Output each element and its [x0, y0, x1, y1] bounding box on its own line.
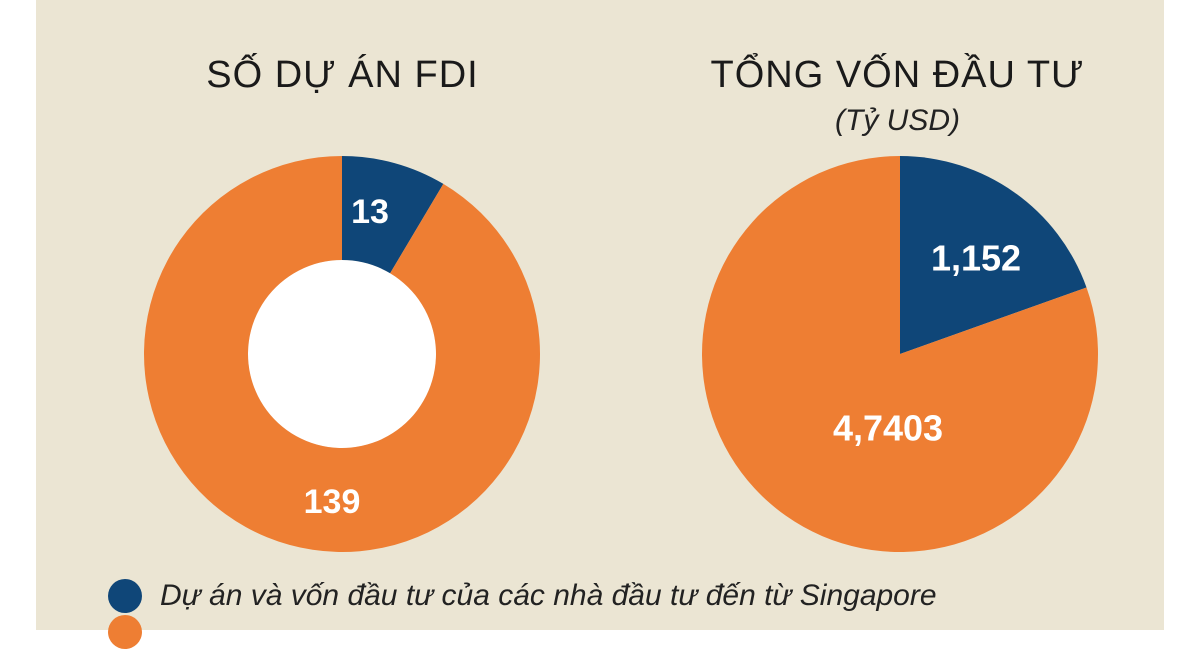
pie-slice [900, 156, 1087, 354]
donut-chart-projects: 13 139 [144, 156, 540, 552]
data-label: 139 [304, 483, 361, 521]
donut-hole [248, 260, 436, 448]
chart-title-capital: TỔNG VỐN ĐẦU TƯ [710, 54, 1085, 96]
pie-slice [144, 156, 540, 552]
legend-item-other [108, 612, 160, 652]
chart-subtitle-capital: (Tỷ USD) [835, 104, 960, 137]
legend-item-singapore: Dự án và vốn đầu tư của các nhà đầu tư đ… [108, 576, 937, 616]
pie-chart-capital: 1,152 4,7403 [702, 156, 1098, 552]
data-label: 13 [351, 193, 389, 231]
pie-slice [702, 156, 1098, 552]
data-label: 1,152 [931, 238, 1021, 279]
legend-swatch [108, 579, 142, 613]
chart-title-projects: SỐ DỰ ÁN FDI [206, 54, 479, 96]
legend-label: Dự án và vốn đầu tư của các nhà đầu tư đ… [160, 579, 937, 612]
pie-slice [342, 156, 444, 274]
data-label: 4,7403 [833, 408, 943, 449]
legend-swatch [108, 615, 142, 649]
